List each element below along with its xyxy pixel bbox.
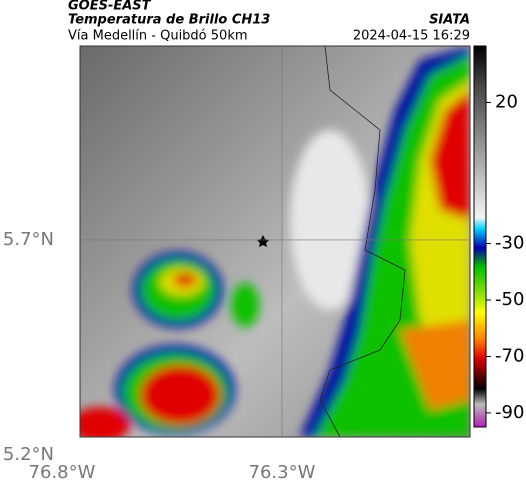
x-tick-label: 76.8°W (29, 462, 96, 483)
map-frame (79, 45, 471, 438)
colorbar (473, 45, 487, 428)
colorbar-tick-label: 20 (495, 91, 518, 112)
source: SIATA (429, 13, 470, 28)
route: Vía Medellín - Quibdó 50km (68, 29, 248, 44)
colorbar-tick-label: -90 (495, 402, 524, 423)
y-tick-label: 5.7°N (3, 229, 54, 250)
satellite: GOES-EAST (68, 0, 152, 14)
y-tick-label: 5.2°N (3, 444, 54, 465)
colorbar-tick-label: -30 (495, 233, 524, 254)
product: Temperatura de Brillo CH13 (68, 13, 270, 28)
timestamp: 2024-04-15 16:29 (353, 29, 470, 44)
x-tick-label: 76.3°W (249, 462, 316, 483)
colorbar-tick-label: -50 (495, 289, 524, 310)
colorbar-tick-label: -70 (495, 345, 524, 366)
satellite-image (80, 46, 470, 437)
location-marker (257, 235, 269, 247)
